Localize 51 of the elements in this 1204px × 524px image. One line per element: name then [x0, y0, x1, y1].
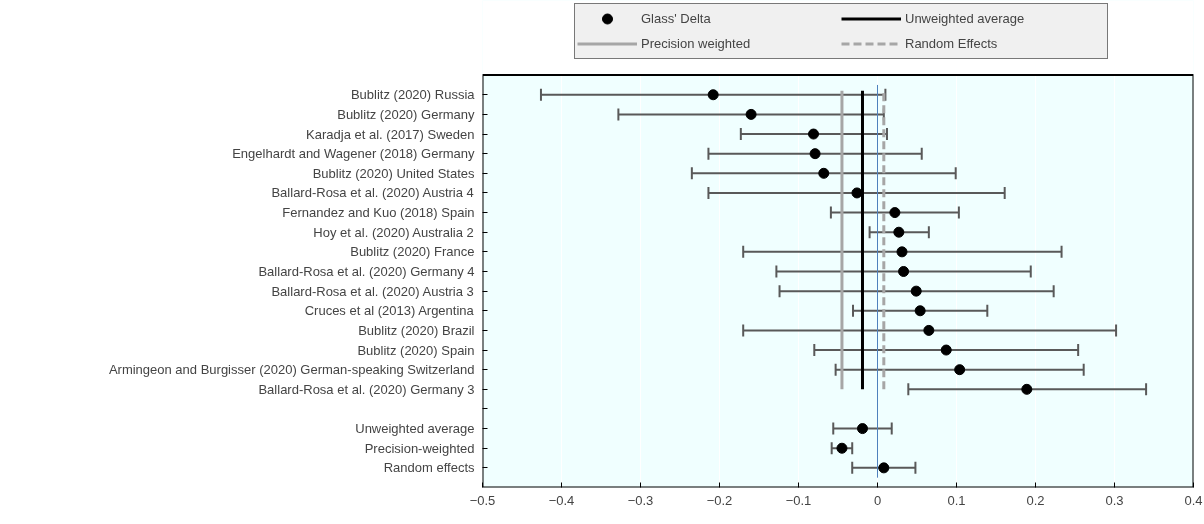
- y-tick-label: Bublitz (2020) United States: [312, 165, 475, 181]
- point: [898, 266, 910, 277]
- x-tick-label: −0.1: [785, 492, 812, 508]
- point: [809, 148, 821, 160]
- point: [707, 89, 719, 101]
- y-tick-label: Bublitz (2020) Germany: [337, 106, 475, 122]
- y-tick-label: Fernandez and Kuo (2018) Spain: [282, 205, 475, 221]
- x-tick-label: 0.1: [947, 492, 966, 508]
- y-tick-label: Hoy et al. (2020) Australia 2: [313, 224, 474, 240]
- point: [889, 207, 901, 219]
- y-tick-label: Ballard-Rosa et al. (2020) Germany 3: [258, 381, 475, 397]
- y-tick-label: Precision-weighted: [364, 440, 475, 456]
- point: [878, 462, 890, 474]
- y-tick-label: Bublitz (2020) France: [350, 244, 475, 260]
- x-tick-label: −0.5: [469, 492, 496, 508]
- x-tick-label: 0.4: [1184, 492, 1203, 508]
- point: [954, 364, 966, 376]
- x-tick-label: −0.4: [548, 492, 575, 508]
- y-tick-label: Armingeon and Burgisser (2020) German-speaking Switzerland: [108, 362, 475, 378]
- point: [910, 285, 922, 297]
- point: [856, 423, 868, 435]
- y-tick-label: Ballard-Rosa et al. (2020) Germany 4: [258, 263, 475, 279]
- x-tick-label: 0.3: [1105, 492, 1124, 508]
- point: [745, 108, 757, 120]
- y-tick-label: Cruces et al (2013) Argentina: [304, 303, 475, 319]
- y-tick-label: Bublitz (2020) Spain: [357, 342, 475, 358]
- y-tick-label: Random effects: [383, 460, 475, 476]
- x-tick-label: −0.2: [706, 492, 733, 508]
- y-tick-label: Bublitz (2020) Russia: [350, 87, 476, 103]
- point: [1021, 383, 1033, 395]
- point: [893, 226, 905, 238]
- x-tick-label: −0.3: [627, 492, 654, 508]
- legend-label: Precision weighted: [641, 35, 752, 52]
- point: [808, 128, 820, 140]
- point: [923, 324, 935, 336]
- y-tick-label: Ballard-Rosa et al. (2020) Austria 4: [271, 185, 474, 201]
- y-tick-label: Ballard-Rosa et al. (2020) Austria 3: [271, 283, 474, 299]
- point: [914, 305, 926, 317]
- x-tick-label: 0: [873, 492, 882, 508]
- y-tick-label: Engelhardt and Wagener (2018) Germany: [232, 146, 475, 162]
- legend-label: Glass' Delta: [641, 10, 712, 27]
- legend-label: Random Effects: [905, 35, 999, 52]
- x-tick-label: 0.2: [1026, 492, 1045, 508]
- legend-label: Unweighted average: [905, 10, 1026, 27]
- y-tick-label: Bublitz (2020) Brazil: [358, 322, 475, 338]
- point: [896, 246, 908, 258]
- y-tick-label: Karadja et al. (2017) Sweden: [306, 126, 475, 142]
- y-tick-label: Unweighted average: [355, 421, 475, 437]
- point: [818, 167, 830, 179]
- point: [940, 344, 952, 356]
- point: [836, 442, 848, 454]
